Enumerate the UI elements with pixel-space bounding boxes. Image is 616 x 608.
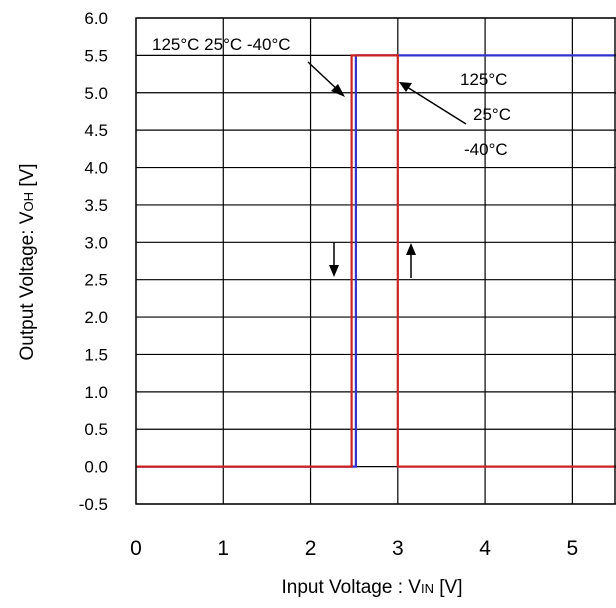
y-tick-label: 4.5 <box>84 121 108 140</box>
annotations: 125°C 25°C -40°C 125°C 25°C -40°C <box>152 35 511 278</box>
rising-threshold-label-minus40c: -40°C <box>464 140 508 159</box>
rising-direction-arrow <box>406 243 416 278</box>
y-axis-title: Output Voltage: VOH [V] <box>17 164 38 361</box>
y-tick-label: 0.0 <box>84 458 108 477</box>
x-tick-label: 5 <box>567 537 579 560</box>
series-line-1 <box>136 54 616 468</box>
rising-threshold-label-125c: 125°C <box>460 70 507 89</box>
x-tick-label: 0 <box>130 537 142 560</box>
y-tick-label: 1.5 <box>84 345 108 364</box>
y-tick-label: 3.5 <box>84 196 108 215</box>
series-line-0 <box>136 54 616 468</box>
y-tick-label: 5.0 <box>84 84 108 103</box>
x-tick-label: 2 <box>305 537 317 560</box>
tick-labels: -0.5 0.0 0.5 1.0 1.5 2.0 2.5 3.0 3.5 4.0 4.5 5.0 5.5… <box>79 9 579 560</box>
falling-threshold-label: 125°C 25°C -40°C <box>152 35 291 54</box>
plot-border <box>135 17 616 505</box>
x-tick-label: 1 <box>217 537 229 560</box>
y-tick-label: 2.5 <box>84 271 108 290</box>
y-tick-label: 2.0 <box>84 308 108 327</box>
y-tick-label: 4.0 <box>84 159 108 178</box>
y-tick-label: 0.5 <box>84 420 108 439</box>
y-tick-label: 1.0 <box>84 383 108 402</box>
falling-direction-arrow <box>329 242 339 277</box>
grid <box>135 17 616 505</box>
x-axis-title: Input Voltage : VIN [V] <box>282 577 463 598</box>
y-tick-label: 6.0 <box>84 9 108 28</box>
rising-threshold-label-25c: 25°C <box>473 105 511 124</box>
y-tick-label: -0.5 <box>79 495 108 514</box>
y-tick-label: 3.0 <box>84 233 108 252</box>
x-tick-label: 4 <box>479 537 491 560</box>
plot-frame <box>135 17 616 505</box>
rising-pointer-arrow <box>399 82 467 125</box>
x-tick-label: 3 <box>392 537 404 560</box>
y-tick-label: 5.5 <box>84 46 108 65</box>
falling-pointer-arrow <box>307 61 345 97</box>
series-layer <box>136 54 616 468</box>
